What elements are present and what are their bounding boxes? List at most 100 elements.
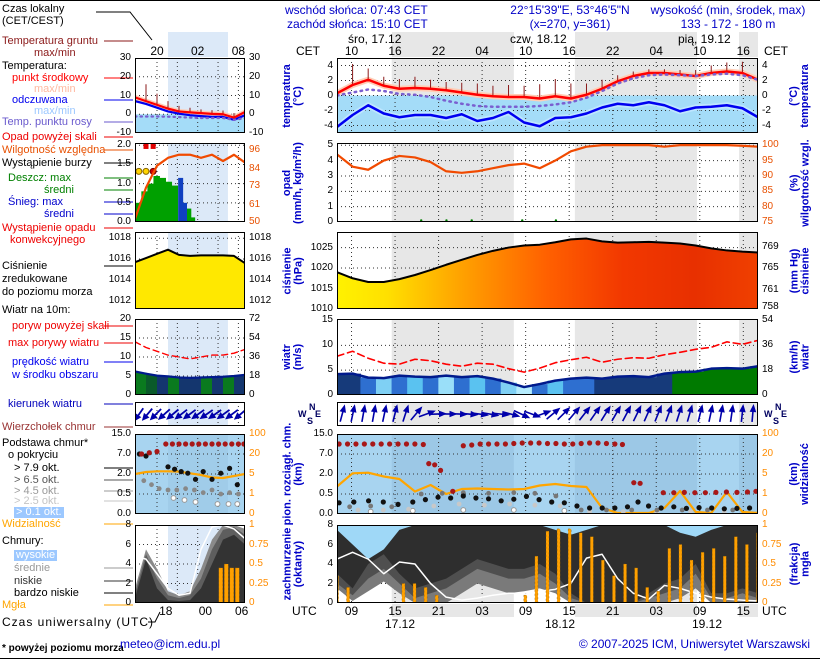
wind-arrow (174, 408, 188, 420)
utc-tick: 21 (431, 604, 446, 618)
legend-label: Deszcz: max (8, 172, 71, 184)
utc-tick: 21 (606, 604, 620, 618)
cet-tick: 04 (649, 44, 663, 58)
axis-tick: -2 (324, 104, 333, 116)
sunset-text: zachód słońca: 15:10 CET (287, 17, 428, 31)
wind-arrow (157, 408, 171, 421)
axis-tick: 4 (125, 558, 131, 569)
wind-arrow (568, 406, 581, 421)
wind-arrow (502, 411, 521, 418)
legend-label: Wystąpienie burzy (2, 157, 92, 169)
wind-arrow (728, 404, 736, 423)
axis-tick: 8 (327, 519, 333, 530)
axis-tick: 0 (762, 89, 768, 101)
axis-tick: 20 (119, 313, 131, 324)
axis-tick: 4 (327, 59, 333, 71)
axis-tick: 5 (249, 468, 255, 479)
axis-tick: 100 (762, 428, 779, 439)
axis-tick: 5 (125, 370, 131, 381)
axis-tick: 30 (119, 52, 131, 63)
legend-label: Wierzchołek chmur (2, 421, 96, 433)
utc-tick: 03 (475, 604, 489, 618)
axis-tick: 1 (249, 488, 255, 499)
axis-tick: 15.0 (313, 428, 333, 439)
utc-tick: 15 (388, 604, 402, 618)
axis-tick: 1015 (310, 282, 333, 294)
axis-tick: 0.0 (319, 508, 333, 519)
utc-right: UTC (762, 604, 787, 618)
axis-tick: 1016 (108, 253, 131, 265)
axis-tick: 0 (762, 597, 768, 608)
axis-tick: 0.25 (762, 577, 782, 589)
axis-tick: 36 (249, 351, 261, 362)
axis-tick: 0 (249, 597, 255, 608)
legend-label: średni (44, 208, 74, 220)
axis-tick: 0 (249, 508, 255, 519)
axis-tick: 769 (762, 240, 779, 252)
compass-rose-left: E (315, 409, 322, 419)
legend-label: konwekcyjnego (10, 234, 86, 246)
axis-tick: 15.0 (111, 428, 131, 439)
axis-tick: 2.0 (117, 139, 131, 151)
axis-tick: 1025 (310, 241, 333, 253)
day-label-3: pią, 19.12 (678, 32, 731, 46)
axis-tick: 0 (762, 508, 768, 519)
axis-tick: 2 (125, 577, 131, 589)
wind-arrow (370, 404, 378, 423)
wind-arrow (513, 409, 531, 419)
compass-rose-left: W (298, 409, 307, 419)
axis-tick: 75 (762, 216, 774, 227)
axis-tick: 85 (762, 185, 774, 197)
axis-tick: 0 (125, 389, 131, 400)
legend-label: Temperatura gruntu (2, 35, 98, 47)
compass-rose-right: N (775, 402, 782, 412)
axis-tick: 0.75 (762, 538, 782, 550)
wind-arrow (182, 409, 197, 420)
grid-point-text: (x=270, y=361) (529, 17, 611, 31)
axis-tick: 10 (249, 89, 261, 101)
axis-tick: 761 (762, 284, 779, 296)
wind-arrow (654, 404, 662, 422)
legend-label: max/min (34, 47, 76, 59)
axis-tick: 0.0 (117, 508, 131, 519)
legend-label: > 7.9 okt. (14, 462, 60, 474)
axis-tick: 2.0 (319, 468, 333, 479)
wind-arrow (621, 405, 632, 422)
wind-arrow (392, 404, 399, 422)
legend-label: Śnieg: max (8, 196, 64, 208)
axis-tick: 7.0 (117, 448, 131, 459)
axis-tick: 1018 (108, 232, 131, 244)
wind-arrow (600, 405, 611, 422)
axis-tick: 90 (762, 169, 774, 181)
axis-title-right: (km/h) wiatr (788, 340, 811, 374)
panel-wiatr (337, 319, 758, 395)
axis-tick: 0 (327, 597, 333, 608)
legend-label: prędkość wiatru (12, 356, 90, 368)
axis-tick: 1010 (310, 303, 333, 314)
axis-tick: 0 (249, 389, 255, 400)
legend-label: > 0.1 okt. (14, 506, 64, 518)
day-label-2: czw, 18.12 (510, 32, 567, 46)
axis-tick: -10 (249, 127, 264, 138)
wind-arrow (149, 408, 162, 421)
legend-label: średnie (14, 562, 51, 574)
axis-tick: 100 (249, 428, 266, 439)
axis-tick: 100 (762, 139, 779, 151)
copyright-text: © 2007-2025 ICM, Uniwersytet Warszawski (578, 637, 810, 651)
axis-title-right: (%) wilgotność wzgl. (788, 138, 812, 227)
wind-arrow (339, 404, 346, 422)
axis-tick: 1.0 (117, 177, 131, 189)
compass-rose-left: S (307, 416, 314, 426)
utc-tick: 15 (736, 604, 750, 618)
axis-tick: 0.5 (319, 488, 333, 499)
legend-label: (CET/CEST) (2, 15, 64, 27)
axis-tick: 2 (327, 74, 333, 86)
mini-utc-tick: 06 (235, 604, 249, 618)
axis-tick: 18 (249, 370, 261, 381)
day-label-1: śro, 17.12 (348, 32, 402, 46)
axis-tick: 1020 (310, 262, 333, 274)
altitude-label: wysokość (min, środek, max) (650, 3, 806, 17)
axis-tick: 4 (327, 154, 333, 166)
axis-tick: 10 (119, 351, 131, 362)
axis-tick: 1.5 (117, 158, 131, 170)
